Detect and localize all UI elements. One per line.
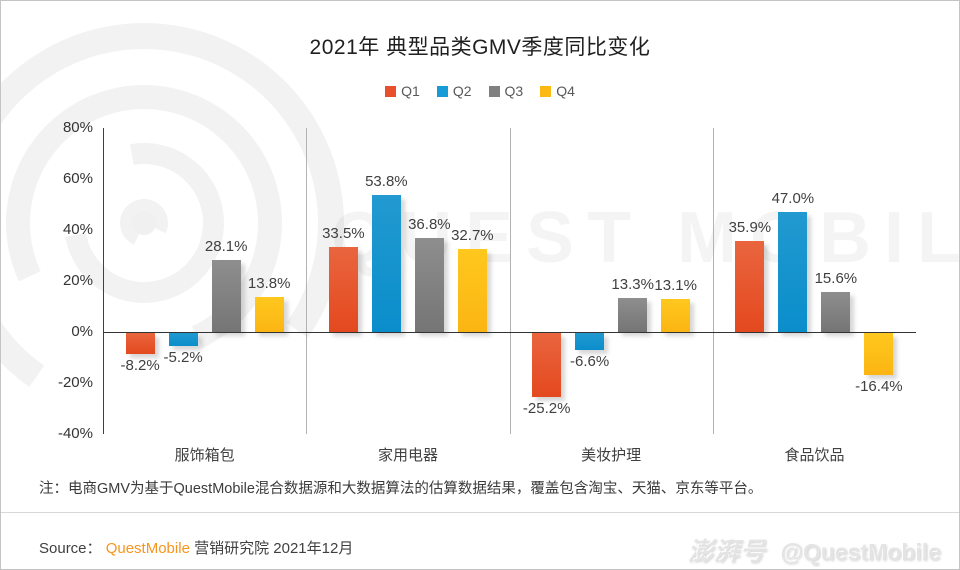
y-tick-60%: 60% [62,170,93,187]
bar-q4-家用电器 [457,248,487,332]
bar-value-label: 47.0% [771,190,815,208]
bar-value-label: -5.2% [163,349,203,367]
bar-q2-食品饮品 [778,212,808,332]
y-axis-line [103,128,104,434]
legend-item-q1: Q1 [385,83,420,99]
bar-q4-美妆护理 [661,298,691,332]
source-brand: QuestMobile [105,540,190,557]
legend-swatch-icon [436,85,448,97]
category-label-家用电器: 家用电器 [377,447,438,464]
bar-value-label: 32.7% [451,226,494,244]
bar-value-label: 15.6% [814,270,858,288]
bar-q2-服饰箱包 [168,333,198,347]
bar-q1-家用电器 [328,246,358,332]
chart-title: 2021年 典型品类GMV季度同比变化 [309,36,651,59]
legend-item-q4: Q4 [540,83,575,99]
source-suffix: 营销研究院 2021年12月 [194,540,354,557]
platform-watermark: 澎湃号 @QuestMobile [688,532,941,568]
bar-value-label: 33.5% [322,224,365,242]
y-tick-40%: 40% [62,221,93,238]
legend-swatch-icon [385,85,397,97]
footnote: 注：电商GMV为基于QuestMobile混合数据源和大数据算法的估算数据结果，… [39,481,763,497]
bar-q1-服饰箱包 [125,333,155,354]
bar-value-label: 13.8% [247,274,291,292]
legend-item-q2: Q2 [436,83,472,99]
bar-value-label: -25.2% [522,400,571,418]
footer-divider [1,512,959,513]
zero-baseline [103,332,916,333]
bar-value-label: 13.3% [611,276,654,294]
y-tick-20%: 20% [62,272,93,289]
bar-q3-美妆护理 [618,298,648,332]
bar-value-label: 36.8% [408,216,451,234]
group-separator-line [509,128,511,434]
bar-value-label: 28.1% [204,238,248,256]
bar-q4-服饰箱包 [254,296,284,332]
bar-q3-服饰箱包 [211,260,241,332]
y-tick--40%: -40% [57,425,93,442]
bar-chart-plot: -8.2% -5.2% 28.1% 13.8% 33.5% 53.8% 36.8% 32.7%… [103,128,916,434]
group-separator-line [306,128,308,434]
category-label-服饰箱包: 服饰箱包 [174,447,235,464]
category-label-美妆护理: 美妆护理 [581,447,642,464]
bar-value-label: -8.2% [120,356,160,374]
bar-q1-美妆护理 [532,333,562,398]
y-tick--20%: -20% [57,374,93,391]
bar-q3-食品饮品 [821,292,851,332]
bar-q4-食品饮品 [864,333,894,375]
legend-label: Q3 [504,83,524,99]
bar-q2-美妆护理 [575,333,605,350]
bar-q2-家用电器 [371,194,401,332]
legend-swatch-icon [540,85,552,97]
questmobile-handle: @QuestMobile [780,539,941,565]
bar-value-label: -6.6% [570,352,610,370]
legend-item-q3: Q3 [488,83,524,99]
bar-value-label: -16.4% [855,377,903,395]
legend-label: Q2 [452,83,472,99]
y-tick-80%: 80% [62,119,93,136]
bar-q1-食品饮品 [735,240,765,332]
y-tick-0%: 0% [71,323,93,340]
bar-value-label: 35.9% [728,218,772,236]
legend-label: Q4 [556,83,575,99]
bar-value-label: 53.8% [365,172,408,190]
legend-label: Q1 [401,83,420,99]
pengpai-badge: 澎湃号 [688,538,767,566]
bar-value-label: 13.1% [654,276,697,294]
category-label-食品饮品: 食品饮品 [784,447,845,464]
group-separator-line [712,128,714,434]
source-line: Source： QuestMobile 营销研究院 2021年12月 [39,537,353,558]
legend-swatch-icon [488,85,500,97]
bar-q3-家用电器 [414,238,444,332]
source-prefix: Source： [39,540,102,557]
chart-legend: Q1 Q2 Q3 Q4 [1,83,959,99]
